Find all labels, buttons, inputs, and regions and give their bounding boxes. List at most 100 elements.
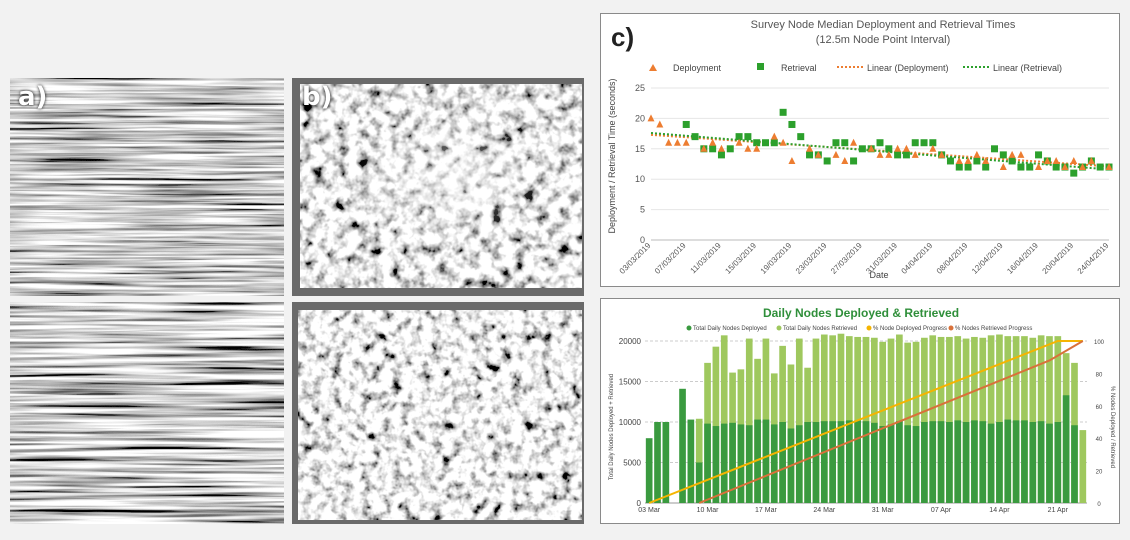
deployment-point bbox=[982, 156, 990, 164]
scatter-y-tick-label: 5 bbox=[640, 205, 645, 215]
retrieval-point bbox=[709, 145, 717, 153]
deployment-point bbox=[902, 144, 910, 152]
deployment-point bbox=[647, 114, 655, 122]
retrieved-bar bbox=[1029, 337, 1037, 503]
legend-linear-deployment-label: Linear (Deployment) bbox=[867, 63, 949, 73]
deployed-bar bbox=[779, 422, 786, 503]
deployment-point bbox=[665, 138, 673, 146]
retrieval-point bbox=[797, 133, 805, 141]
retrieval-point bbox=[1008, 157, 1016, 165]
retrieved-bar bbox=[954, 336, 962, 503]
retrieval-point bbox=[920, 139, 928, 147]
deployed-bar bbox=[845, 420, 853, 503]
bar-y2-tick-label: 20 bbox=[1096, 470, 1103, 476]
bar-y2-tick-label: 0 bbox=[1097, 502, 1101, 508]
retrieved-bar bbox=[871, 337, 878, 503]
deployed-bar bbox=[645, 438, 653, 503]
retrieved-bar bbox=[979, 337, 987, 503]
retrieval-point bbox=[973, 157, 981, 165]
legend-retrieval-label: Retrieval bbox=[781, 63, 817, 73]
legend-retrieval-marker bbox=[757, 63, 764, 70]
scatter-x-tick-label: 23/03/2019 bbox=[794, 241, 829, 276]
deployment-point bbox=[841, 156, 849, 164]
scatter-x-axis-label: Date bbox=[869, 270, 888, 280]
retrieved-bar bbox=[946, 336, 953, 503]
retrieval-point bbox=[955, 163, 963, 171]
scatter-x-tick-label: 04/04/2019 bbox=[900, 241, 935, 276]
retrieval-point bbox=[726, 145, 734, 153]
deployed-bar bbox=[679, 388, 686, 503]
deployment-point bbox=[1105, 163, 1113, 171]
retrieved-bar bbox=[812, 338, 820, 503]
scatter-x-tick-label: 24/04/2019 bbox=[1076, 241, 1111, 276]
scatter-y-axis-label: Deployment / Retrieval Time (seconds) bbox=[607, 78, 617, 233]
deployment-point bbox=[656, 120, 664, 128]
deployment-point bbox=[1043, 156, 1051, 164]
retrieval-point bbox=[770, 139, 778, 147]
deployment-point bbox=[894, 144, 902, 152]
retrieval-point bbox=[753, 139, 761, 147]
deployment-point bbox=[1052, 156, 1060, 164]
deployed-bar bbox=[921, 422, 928, 503]
deployed-bar bbox=[979, 421, 987, 503]
bar-y-tick-label: 0 bbox=[637, 499, 642, 508]
deployment-point bbox=[1035, 163, 1043, 171]
deployment-point bbox=[1070, 156, 1078, 164]
legend-deployment-label: Deployment bbox=[673, 63, 722, 73]
retrieval-point bbox=[999, 151, 1007, 159]
retrieved-bar bbox=[879, 341, 887, 503]
bar-x-tick-label: 10 Mar bbox=[697, 507, 719, 514]
retrieval-point bbox=[717, 151, 725, 159]
deployment-point bbox=[744, 144, 752, 152]
legend-retrieved-progress-marker bbox=[948, 325, 954, 331]
deployed-bar bbox=[971, 420, 978, 503]
retrieval-point bbox=[832, 139, 840, 147]
retrieval-point bbox=[991, 145, 998, 153]
retrieval-point bbox=[806, 151, 814, 159]
deployed-bar bbox=[1054, 422, 1062, 503]
deployed-bar bbox=[1004, 419, 1012, 503]
retrieval-point bbox=[858, 145, 866, 153]
deployed-bar bbox=[937, 421, 945, 503]
retrieval-point bbox=[885, 145, 893, 153]
legend-deployed-marker bbox=[686, 325, 692, 331]
retrieved-bar bbox=[1079, 430, 1087, 503]
retrieved-bar bbox=[971, 336, 978, 503]
bar-y2-tick-label: 60 bbox=[1096, 405, 1103, 411]
scatter-y-tick-label: 15 bbox=[635, 144, 645, 154]
deployed-bar bbox=[896, 421, 903, 503]
deployed-bar bbox=[879, 426, 887, 503]
deployed-bar bbox=[871, 422, 878, 503]
retrieved-bar bbox=[862, 336, 870, 503]
retrieval-point bbox=[1026, 163, 1034, 171]
scatter-y-tick-label: 20 bbox=[635, 113, 645, 123]
deployed-bar bbox=[762, 419, 770, 503]
deployed-bar bbox=[770, 424, 778, 503]
retrieved-bar bbox=[904, 342, 912, 503]
deployment-point bbox=[973, 150, 981, 158]
seismic-section-top-image: a) bbox=[10, 78, 284, 296]
retrieved-bar bbox=[745, 338, 753, 503]
retrieved-bar bbox=[1012, 336, 1020, 503]
deployed-bar bbox=[720, 423, 728, 503]
deployment-point bbox=[788, 156, 796, 164]
legend-retrieved-progress-label: % Nodes Retrieved Progress bbox=[955, 326, 1032, 332]
bar-y2-tick-label: 80 bbox=[1096, 372, 1103, 378]
retrieved-bar bbox=[987, 335, 995, 503]
deployment-point bbox=[876, 150, 884, 158]
deployment-point bbox=[673, 138, 681, 146]
retrieval-point bbox=[841, 139, 849, 147]
deployed-bar bbox=[904, 425, 912, 503]
retrieved-bar bbox=[712, 346, 720, 503]
retrieval-point bbox=[691, 133, 699, 141]
scatter-x-tick-label: 11/03/2019 bbox=[689, 241, 724, 276]
scatter-x-tick-label: 12/04/2019 bbox=[970, 241, 1005, 276]
deployment-retrieval-times-chart: c) Survey Node Median Deployment and Ret… bbox=[600, 13, 1120, 287]
retrieved-bar bbox=[845, 336, 853, 503]
deployed-bar bbox=[946, 422, 953, 503]
retrieval-point bbox=[1017, 163, 1025, 171]
bar-y2-axis-label: % Nodes Deployed / Retrieved bbox=[1109, 386, 1115, 468]
deployment-point bbox=[832, 150, 840, 158]
deployment-point bbox=[753, 144, 761, 152]
deployment-point bbox=[938, 150, 946, 158]
